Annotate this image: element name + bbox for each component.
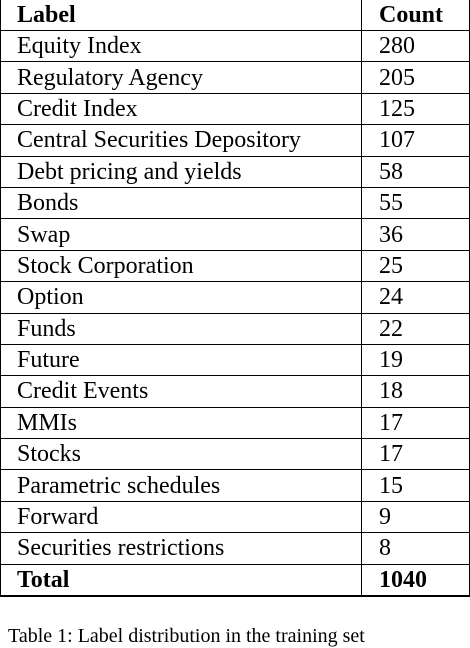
table-row: Stock Corporation 25 <box>0 250 470 283</box>
row-count: 25 <box>361 250 470 283</box>
row-label: Debt pricing and yields <box>0 156 362 188</box>
row-count: 55 <box>361 187 470 220</box>
table-row: Stocks 17 <box>0 438 470 471</box>
row-label: MMIs <box>0 407 362 440</box>
row-label: Bonds <box>0 187 362 220</box>
label-distribution-table: Label Count Equity Index 280 Regulatory … <box>0 0 470 597</box>
table-row: Debt pricing and yields 58 <box>0 156 470 188</box>
row-count: 205 <box>361 61 470 94</box>
table-total-row: Total 1040 <box>0 563 470 597</box>
row-count: 9 <box>361 501 470 534</box>
row-count: 36 <box>361 218 470 251</box>
label-distribution-table-container: Label Count Equity Index 280 Regulatory … <box>0 0 470 597</box>
table-row: Parametric schedules 15 <box>0 469 470 502</box>
row-label: Regulatory Agency <box>0 61 362 94</box>
total-count: 1040 <box>361 563 470 597</box>
table-row: Central Securities Depository 107 <box>0 124 470 157</box>
table-row: Securities restrictions 8 <box>0 532 470 565</box>
row-count: 24 <box>361 281 470 314</box>
row-label: Parametric schedules <box>0 469 362 502</box>
total-label: Total <box>0 563 362 597</box>
table-caption: Table 1: Label distribution in the train… <box>8 625 365 647</box>
row-label: Securities restrictions <box>0 532 362 565</box>
row-count: 8 <box>361 532 470 565</box>
row-count: 22 <box>361 313 470 345</box>
row-label: Swap <box>0 218 362 251</box>
table-row: Regulatory Agency 205 <box>0 61 470 94</box>
row-label: Forward <box>0 501 362 534</box>
header-label: Label <box>0 0 362 31</box>
row-label: Funds <box>0 313 362 345</box>
row-count: 17 <box>361 438 470 471</box>
row-count: 15 <box>361 469 470 502</box>
row-label: Stock Corporation <box>0 250 362 283</box>
table-row: Forward 9 <box>0 501 470 534</box>
table-row: Credit Events 18 <box>0 375 470 408</box>
row-count: 125 <box>361 93 470 126</box>
table-row: Credit Index 125 <box>0 93 470 126</box>
table-row: Bonds 55 <box>0 187 470 220</box>
table-row: Swap 36 <box>0 218 470 251</box>
table-row: Funds 22 <box>0 313 470 345</box>
table-row: Future 19 <box>0 344 470 377</box>
row-count: 19 <box>361 344 470 377</box>
row-label: Stocks <box>0 438 362 471</box>
row-label: Option <box>0 281 362 314</box>
table-row: Equity Index 280 <box>0 30 470 63</box>
row-label: Equity Index <box>0 30 362 63</box>
header-count: Count <box>361 0 470 31</box>
row-label: Credit Index <box>0 93 362 126</box>
row-label: Future <box>0 344 362 377</box>
row-count: 17 <box>361 407 470 440</box>
table-header-row: Label Count <box>0 0 470 31</box>
row-count: 107 <box>361 124 470 157</box>
row-label: Credit Events <box>0 375 362 408</box>
row-count: 58 <box>361 156 470 188</box>
row-count: 18 <box>361 375 470 408</box>
table-row: Option 24 <box>0 281 470 314</box>
row-label: Central Securities Depository <box>0 124 362 157</box>
table-row: MMIs 17 <box>0 407 470 440</box>
row-count: 280 <box>361 30 470 63</box>
